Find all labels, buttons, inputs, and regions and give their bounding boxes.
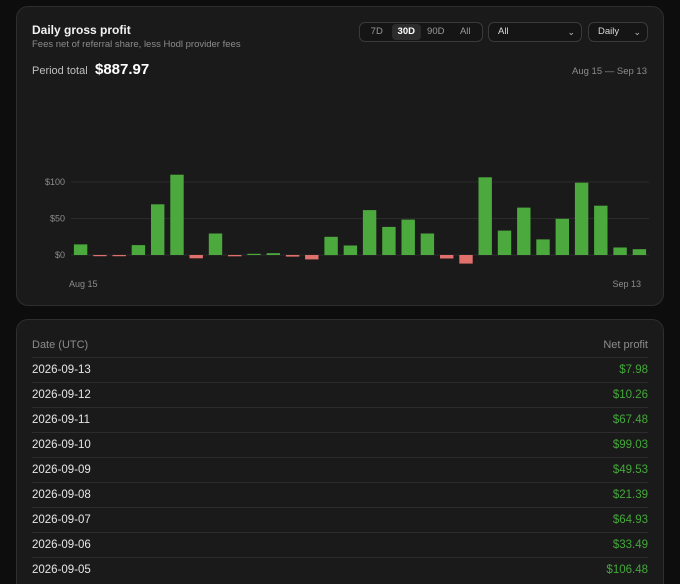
table-row: 2026-09-05 $106.48 — [32, 557, 648, 582]
bar[interactable] — [574, 182, 589, 255]
bar[interactable] — [401, 219, 415, 255]
x-end-label: Sep 13 — [612, 279, 641, 289]
row-date: 2026-09-07 — [32, 514, 91, 526]
row-date: 2026-09-10 — [32, 439, 91, 451]
chart-title: Daily gross profit — [32, 23, 131, 37]
y-tick-label: $0 — [55, 250, 65, 260]
table-header: Date (UTC) Net profit — [32, 339, 648, 357]
bar[interactable] — [305, 255, 319, 260]
bar[interactable] — [208, 233, 223, 256]
range-30d-button[interactable]: 30D — [391, 24, 421, 40]
bar[interactable] — [420, 233, 435, 256]
date-range: Aug 15 — Sep 13 — [572, 66, 647, 77]
chevron-down-icon: ⌄ — [633, 27, 641, 37]
range-90d-button[interactable]: 90D — [427, 26, 445, 37]
date-column-header: Date (UTC) — [32, 339, 89, 351]
bar[interactable] — [189, 255, 203, 259]
row-net-profit: $49.53 — [612, 464, 648, 476]
bar[interactable] — [131, 245, 146, 255]
row-net-profit: $67.48 — [612, 414, 648, 426]
filter-select-value: All — [498, 26, 509, 37]
bar[interactable] — [536, 239, 550, 255]
table-row: 2026-09-10 $99.03 — [32, 432, 648, 457]
bar[interactable] — [343, 245, 358, 256]
bar[interactable] — [478, 177, 492, 255]
row-net-profit: $64.93 — [612, 514, 648, 526]
row-date: 2026-09-08 — [32, 489, 91, 501]
row-date: 2026-09-11 — [32, 414, 90, 426]
bar[interactable] — [613, 247, 627, 256]
bar[interactable] — [93, 255, 107, 257]
range-7d-button[interactable]: 7D — [370, 26, 383, 37]
row-net-profit: $33.49 — [612, 539, 648, 551]
chart-card: Daily gross profit Fees net of referral … — [16, 6, 664, 306]
row-net-profit: $99.03 — [612, 439, 648, 451]
profit-column-header: Net profit — [603, 339, 648, 351]
bar-chart: $0 $50 $100 Aug 15 Sep 13 — [45, 174, 649, 289]
filter-select[interactable]: All ⌄ — [488, 22, 582, 42]
table-row: 2026-09-13 $7.98 — [32, 357, 648, 382]
bar[interactable] — [324, 236, 338, 256]
bar[interactable] — [112, 255, 126, 257]
chevron-down-icon: ⌄ — [567, 27, 575, 37]
bar[interactable] — [73, 244, 88, 255]
row-net-profit: $106.48 — [606, 564, 648, 576]
row-net-profit: $10.26 — [612, 389, 648, 401]
bar[interactable] — [151, 204, 165, 255]
chart-subtitle: Fees net of referral share, less Hodl pr… — [32, 39, 241, 50]
bar[interactable] — [266, 253, 280, 255]
row-date: 2026-09-12 — [32, 389, 91, 401]
table-row: 2026-09-11 $67.48 — [32, 407, 648, 432]
x-start-label: Aug 15 — [69, 279, 98, 289]
bar[interactable] — [247, 253, 261, 255]
table-row: 2026-09-06 $33.49 — [32, 532, 648, 557]
row-date: 2026-09-06 — [32, 539, 91, 551]
bar[interactable] — [382, 226, 396, 255]
bar[interactable] — [497, 230, 512, 255]
interval-select[interactable]: Daily ⌄ — [588, 22, 648, 42]
bar[interactable] — [228, 255, 242, 257]
row-date: 2026-09-13 — [32, 364, 91, 376]
bar[interactable] — [632, 249, 647, 255]
period-total-value: $887.97 — [95, 61, 150, 78]
row-date: 2026-09-05 — [32, 564, 91, 576]
bar[interactable] — [170, 174, 184, 255]
y-tick-label: $100 — [45, 177, 65, 187]
y-tick-label: $50 — [50, 214, 65, 224]
profit-table-card: Date (UTC) Net profit 2026-09-13 $7.98 202… — [16, 319, 664, 584]
bar[interactable] — [555, 218, 569, 255]
bar[interactable] — [459, 255, 473, 264]
row-net-profit: $21.39 — [612, 489, 648, 501]
table-row: 2026-09-12 $10.26 — [32, 382, 648, 407]
bar[interactable] — [362, 210, 377, 255]
row-net-profit: $7.98 — [619, 364, 648, 376]
bar[interactable] — [594, 205, 608, 255]
period-total-label: Period total — [32, 65, 88, 77]
bar[interactable] — [440, 255, 454, 259]
interval-select-value: Daily — [598, 26, 620, 37]
bar[interactable] — [517, 207, 531, 255]
bar[interactable] — [285, 255, 300, 257]
table-row: 2026-09-09 $49.53 — [32, 457, 648, 482]
range-segmented-control: 7D 30D 90D All — [359, 22, 483, 42]
range-all-button[interactable]: All — [459, 26, 471, 37]
table-row: 2026-09-08 $21.39 — [32, 482, 648, 507]
row-date: 2026-09-09 — [32, 464, 91, 476]
table-row: 2026-09-07 $64.93 — [32, 507, 648, 532]
